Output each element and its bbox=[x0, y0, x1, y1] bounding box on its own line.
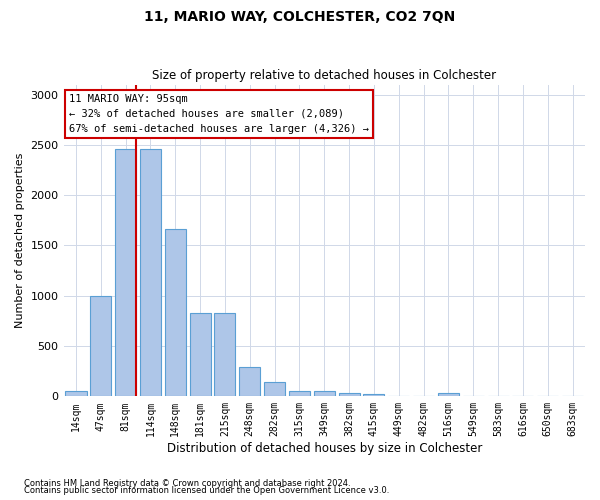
Bar bbox=[165, 230, 186, 396]
Title: Size of property relative to detached houses in Colchester: Size of property relative to detached ho… bbox=[152, 69, 496, 82]
Bar bbox=[314, 391, 335, 396]
Bar bbox=[190, 313, 211, 396]
X-axis label: Distribution of detached houses by size in Colchester: Distribution of detached houses by size … bbox=[167, 442, 482, 455]
Text: Contains public sector information licensed under the Open Government Licence v3: Contains public sector information licen… bbox=[24, 486, 389, 495]
Text: Contains HM Land Registry data © Crown copyright and database right 2024.: Contains HM Land Registry data © Crown c… bbox=[24, 478, 350, 488]
Text: 11, MARIO WAY, COLCHESTER, CO2 7QN: 11, MARIO WAY, COLCHESTER, CO2 7QN bbox=[145, 10, 455, 24]
Bar bbox=[364, 394, 385, 396]
Bar bbox=[338, 394, 359, 396]
Bar bbox=[289, 391, 310, 396]
Bar bbox=[264, 382, 285, 396]
Bar bbox=[65, 392, 86, 396]
Bar bbox=[438, 394, 459, 396]
Text: 11 MARIO WAY: 95sqm
← 32% of detached houses are smaller (2,089)
67% of semi-det: 11 MARIO WAY: 95sqm ← 32% of detached ho… bbox=[69, 94, 369, 134]
Y-axis label: Number of detached properties: Number of detached properties bbox=[15, 153, 25, 328]
Bar bbox=[214, 313, 235, 396]
Bar bbox=[90, 296, 112, 396]
Bar bbox=[140, 149, 161, 396]
Bar bbox=[115, 149, 136, 396]
Bar bbox=[239, 367, 260, 396]
